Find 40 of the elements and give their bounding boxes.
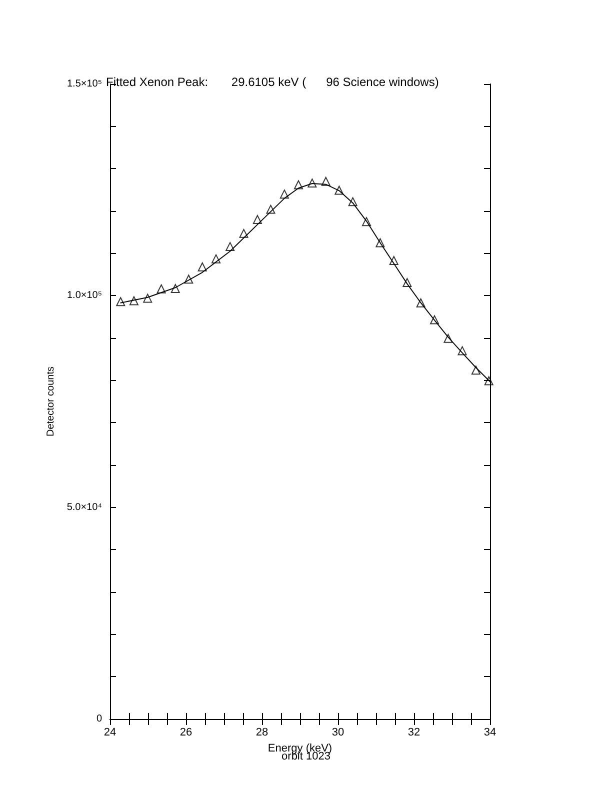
chart-title: Fitted Xenon Peak: 29.6105 keV ( 96 Science windows)	[106, 75, 439, 89]
point	[362, 217, 371, 226]
point	[212, 254, 221, 264]
point	[308, 178, 317, 188]
point	[402, 278, 412, 288]
x-tick-label: 34	[484, 726, 496, 738]
point	[143, 294, 152, 303]
point	[226, 242, 235, 252]
point	[321, 176, 330, 186]
point	[266, 204, 276, 214]
x-tick-label: 28	[256, 726, 268, 738]
x-tick-label: 24	[104, 726, 116, 738]
point	[444, 334, 453, 343]
y-tick-label: 1.5×10⁵	[66, 78, 102, 90]
point	[184, 274, 194, 284]
point	[116, 297, 126, 306]
point	[458, 346, 467, 356]
point	[348, 197, 358, 206]
point	[294, 180, 303, 190]
y-tick-label: 0	[96, 714, 102, 724]
point	[170, 284, 180, 293]
x-tick-label: 32	[408, 726, 420, 738]
point	[198, 262, 207, 272]
y-tick-label: 1.0×10⁵	[66, 290, 102, 302]
point	[471, 366, 480, 375]
point	[376, 238, 385, 248]
point	[252, 214, 262, 224]
point	[280, 190, 289, 199]
y-tick-label: 5.0×10⁴	[66, 502, 102, 513]
point	[389, 256, 398, 266]
y-axis-title: Detector counts	[45, 366, 56, 437]
x-tick-label: 30	[332, 726, 344, 738]
point	[156, 284, 166, 294]
point	[334, 186, 344, 195]
point	[430, 315, 440, 324]
point	[239, 228, 248, 238]
point	[416, 298, 426, 308]
point	[129, 296, 138, 306]
x-axis-title: Energy (keV)	[268, 742, 332, 754]
x-tick-label: 26	[180, 726, 192, 738]
